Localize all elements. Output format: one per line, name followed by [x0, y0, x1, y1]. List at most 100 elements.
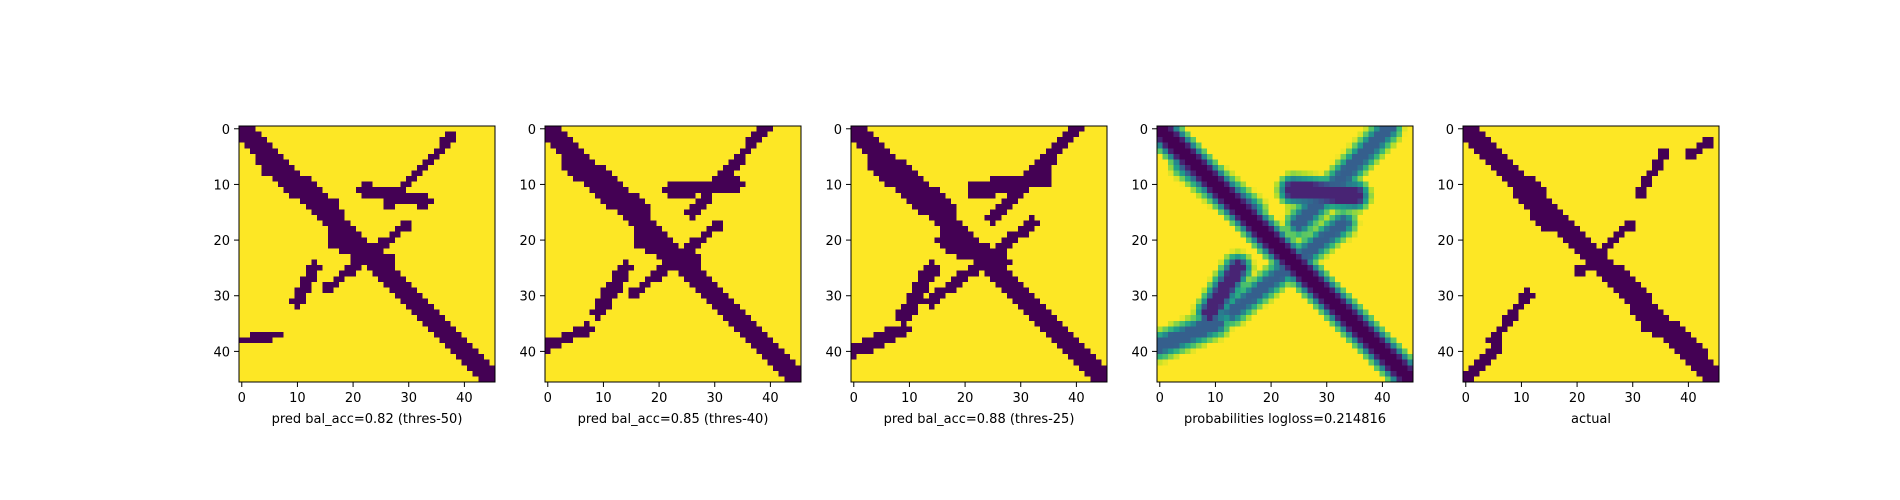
- heatmap-cell: [661, 348, 668, 355]
- heatmap-cell: [344, 126, 351, 132]
- heatmap-cell: [489, 298, 496, 305]
- heatmap-cell: [339, 337, 346, 344]
- heatmap-cell: [678, 254, 685, 260]
- heatmap-cell: [333, 320, 340, 327]
- heatmap-cell: [673, 370, 679, 377]
- heatmap-cell: [706, 354, 713, 361]
- heatmap-cell: [372, 287, 379, 294]
- heatmap-cell: [1062, 164, 1069, 171]
- heatmap-cell: [1012, 164, 1019, 171]
- heatmap-cell: [650, 242, 657, 249]
- heatmap-cell: [940, 203, 946, 210]
- heatmap-cell: [595, 326, 602, 333]
- heatmap-cell: [372, 220, 379, 227]
- heatmap-cell: [344, 359, 351, 366]
- heatmap-cell: [789, 170, 796, 177]
- heatmap-cell: [239, 326, 245, 333]
- heatmap-cell: [1084, 159, 1091, 166]
- heatmap-cell: [695, 326, 702, 333]
- heatmap-cell: [1001, 126, 1008, 132]
- heatmap-cell: [333, 304, 340, 311]
- heatmap-cell: [856, 148, 863, 155]
- heatmap-cell: [723, 176, 730, 183]
- heatmap-cell: [789, 331, 796, 338]
- heatmap-cell: [417, 343, 424, 349]
- heatmap-cell: [361, 270, 368, 277]
- heatmap-cell: [1062, 181, 1069, 188]
- heatmap-cell: [389, 298, 396, 305]
- heatmap-cell: [723, 209, 730, 216]
- heatmap-cell: [1034, 164, 1041, 171]
- heatmap-cell: [567, 170, 574, 177]
- heatmap-cell: [611, 309, 618, 316]
- heatmap-cell: [611, 304, 618, 311]
- heatmap-cell: [339, 226, 346, 233]
- heatmap-cell: [661, 320, 668, 327]
- heatmap-cell: [661, 259, 668, 266]
- heatmap-cell: [467, 142, 474, 149]
- heatmap-cell: [556, 331, 563, 338]
- heatmap-cell: [545, 237, 551, 244]
- heatmap-cell: [1095, 164, 1102, 171]
- heatmap-cell: [762, 265, 768, 272]
- heatmap-cell: [272, 348, 279, 355]
- heatmap-cell: [739, 265, 746, 272]
- heatmap-cell: [316, 170, 323, 177]
- heatmap-cell: [795, 298, 802, 305]
- heatmap-cell: [583, 287, 590, 294]
- heatmap-cell: [734, 137, 741, 144]
- heatmap-cell: [578, 343, 585, 349]
- heatmap-cell: [266, 170, 273, 177]
- heatmap-cell: [378, 315, 385, 322]
- heatmap-cell: [689, 348, 696, 355]
- heatmap-cell: [1079, 203, 1086, 210]
- heatmap-cell: [884, 126, 891, 132]
- heatmap-cell: [1068, 170, 1074, 177]
- heatmap-cell: [934, 187, 941, 194]
- heatmap-cell: [951, 209, 958, 216]
- heatmap-cell: [689, 248, 696, 255]
- heatmap-cell: [545, 259, 551, 266]
- heatmap-cell: [383, 164, 390, 171]
- heatmap-cell: [873, 198, 880, 205]
- heatmap-cell: [739, 359, 746, 366]
- heatmap-cell: [639, 331, 646, 338]
- heatmap-cell: [277, 248, 284, 255]
- heatmap-cell: [578, 281, 585, 288]
- heatmap-cell: [728, 254, 735, 260]
- heatmap-cell: [333, 259, 340, 266]
- heatmap-cell: [773, 148, 780, 155]
- heatmap-cell: [428, 270, 435, 277]
- heatmap-cell: [439, 270, 446, 277]
- heatmap-cell: [984, 148, 991, 155]
- heatmap-cell: [995, 142, 1002, 149]
- heatmap-cell: [294, 370, 301, 377]
- heatmap-cell: [667, 126, 674, 132]
- heatmap-cell: [862, 209, 869, 216]
- heatmap-cell: [1079, 126, 1086, 132]
- heatmap-cell: [428, 337, 435, 344]
- heatmap-cell: [739, 304, 746, 311]
- heatmap-cell: [639, 159, 646, 166]
- heatmap-cell: [350, 203, 357, 210]
- heatmap-cell: [1029, 142, 1036, 149]
- heatmap-cell: [450, 315, 457, 322]
- heatmap-cell: [289, 304, 296, 311]
- heatmap-cell: [239, 337, 245, 344]
- heatmap-cell: [639, 348, 646, 355]
- heatmap-cell: [773, 126, 780, 132]
- heatmap-cell: [767, 226, 774, 233]
- heatmap-cell: [667, 181, 674, 188]
- heatmap-cell: [745, 159, 752, 166]
- heatmap-cell: [250, 231, 257, 238]
- heatmap-cell: [795, 254, 802, 260]
- heatmap-cell: [750, 376, 757, 383]
- heatmap-cell: [328, 298, 334, 305]
- heatmap-cell: [456, 320, 462, 327]
- heatmap-cell: [344, 192, 351, 199]
- heatmap-cell: [628, 265, 635, 272]
- heatmap-cell: [556, 137, 563, 144]
- heatmap-cell: [634, 365, 640, 372]
- heatmap-cell: [934, 142, 941, 149]
- heatmap-cell: [589, 192, 596, 199]
